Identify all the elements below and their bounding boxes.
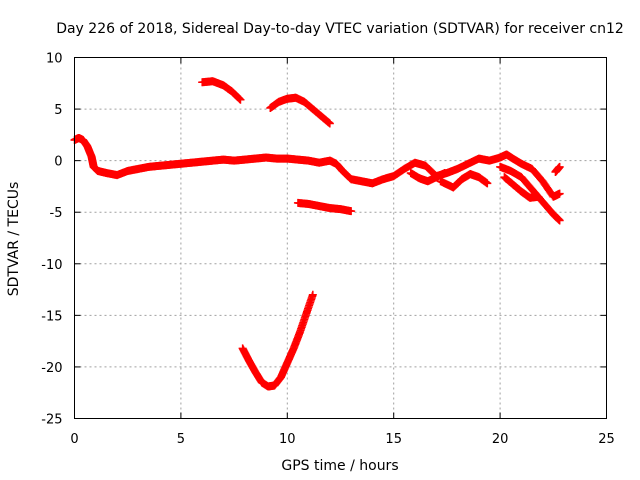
y-tick-label: -15 (41, 309, 62, 324)
grid-lines (74, 57, 607, 419)
data-point (555, 162, 564, 171)
series-main-trace (70, 133, 564, 201)
y-tick-label: -20 (41, 361, 62, 376)
data-point (236, 95, 245, 104)
series-short-segment-22.8h (551, 162, 564, 176)
series-branch-17h-19h (436, 170, 492, 192)
data-point (347, 207, 356, 216)
data-point (440, 169, 449, 178)
x-tick-label: 5 (177, 432, 185, 447)
data-point (483, 179, 492, 188)
series-dip-8-11h (238, 290, 317, 391)
y-tick-label: 0 (54, 155, 62, 170)
plot-frame (74, 57, 607, 419)
data-points (70, 77, 564, 391)
x-tick-label: 15 (385, 432, 402, 447)
data-point (555, 189, 564, 198)
data-point (325, 119, 334, 128)
data-point (534, 192, 543, 201)
data-point (555, 216, 564, 225)
series-segment-6-8h (198, 77, 245, 104)
y-tick-label: 5 (54, 103, 62, 118)
x-axis-label: GPS time / hours (281, 458, 398, 474)
y-tick-label: 10 (46, 52, 63, 67)
y-tick-label: -10 (41, 258, 62, 273)
y-tick-label: -5 (50, 206, 63, 221)
x-tick-label: 20 (492, 432, 509, 447)
axis-ticks: 0 5 10 15 20 25 -25 -20 -15 -10 -5 0 5 10 (41, 52, 615, 448)
x-tick-label: 0 (70, 432, 78, 447)
data-point (308, 290, 317, 299)
series-branch-16h-17h (406, 169, 449, 186)
y-tick-label: -25 (41, 413, 62, 428)
series-branch-21h-22h (500, 173, 543, 202)
x-tick-label: 10 (279, 432, 296, 447)
chart-title: Day 226 of 2018, Sidereal Day-to-day VTE… (56, 21, 624, 37)
series-segment-10-13h (293, 198, 356, 216)
series-segment-9-12h (266, 93, 334, 128)
y-axis-label: SDTVAR / TECUs (6, 182, 22, 297)
x-tick-label: 25 (598, 432, 615, 447)
series-branch-20h-23h (496, 162, 564, 225)
